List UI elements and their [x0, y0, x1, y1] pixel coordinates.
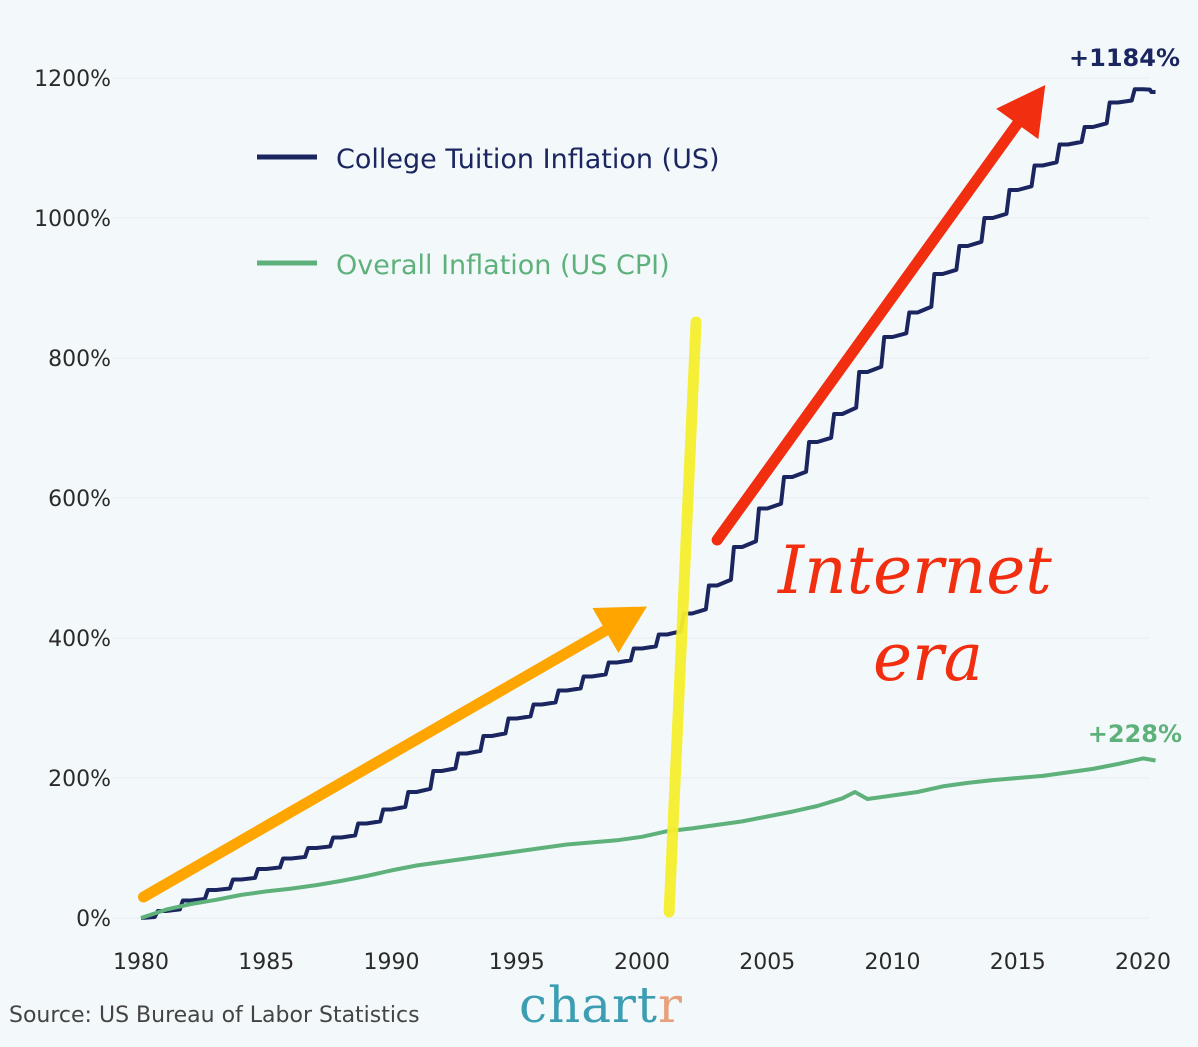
- y-tick-label: 400%: [48, 627, 111, 652]
- grid: [112, 77, 1150, 919]
- x-tick-label: 2020: [1115, 950, 1171, 975]
- x-tick-label: 1980: [113, 950, 169, 975]
- red-arrow-shaft: [711, 118, 1023, 546]
- y-tick-label: 1000%: [34, 207, 111, 232]
- red-arrow-head: [996, 85, 1046, 140]
- x-tick-label: 2005: [739, 950, 795, 975]
- x-tick-label: 1995: [489, 950, 545, 975]
- y-tick-label: 0%: [76, 907, 111, 932]
- y-tick-label: 1200%: [34, 67, 111, 92]
- x-tick-label: 2000: [614, 950, 670, 975]
- brand-text: chart: [519, 976, 659, 1034]
- annotation-era: era: [873, 619, 983, 696]
- tuition-end-label: +1184%: [1069, 44, 1180, 72]
- cpi-end-label: +228%: [1088, 720, 1182, 748]
- x-tick-label: 1985: [238, 950, 294, 975]
- internet-era-divider: [663, 316, 702, 918]
- annotation-internet: Internet: [777, 532, 1052, 609]
- x-tick-label: 1990: [364, 950, 420, 975]
- y-axis-ticks: 0% 200% 400% 600% 800% 1000% 1200%: [34, 67, 111, 932]
- orange-arrow-shaft: [138, 624, 611, 903]
- legend-label-cpi: Overall Inflation (US CPI): [336, 250, 670, 281]
- y-tick-label: 200%: [48, 767, 111, 792]
- source-note: Source: US Bureau of Labor Statistics: [9, 1003, 420, 1028]
- tuition-line: [140, 87, 1156, 920]
- y-tick-label: 800%: [48, 347, 111, 372]
- brand-logo: chartr: [519, 976, 683, 1034]
- series-lines: [140, 87, 1156, 920]
- annotations: [138, 85, 1046, 918]
- cpi-line: [140, 756, 1156, 920]
- brand-text-accent: r: [658, 976, 683, 1034]
- x-tick-label: 2015: [990, 950, 1046, 975]
- y-tick-label: 600%: [48, 487, 111, 512]
- x-axis-ticks: 1980 1985 1990 1995 2000 2005 2010 2015 2020: [113, 950, 1171, 975]
- legend-label-tuition: College Tuition Inflation (US): [336, 144, 720, 175]
- orange-arrow-head: [592, 606, 648, 654]
- legend: College Tuition Inflation (US) Overall I…: [257, 144, 720, 281]
- x-tick-label: 2010: [865, 950, 921, 975]
